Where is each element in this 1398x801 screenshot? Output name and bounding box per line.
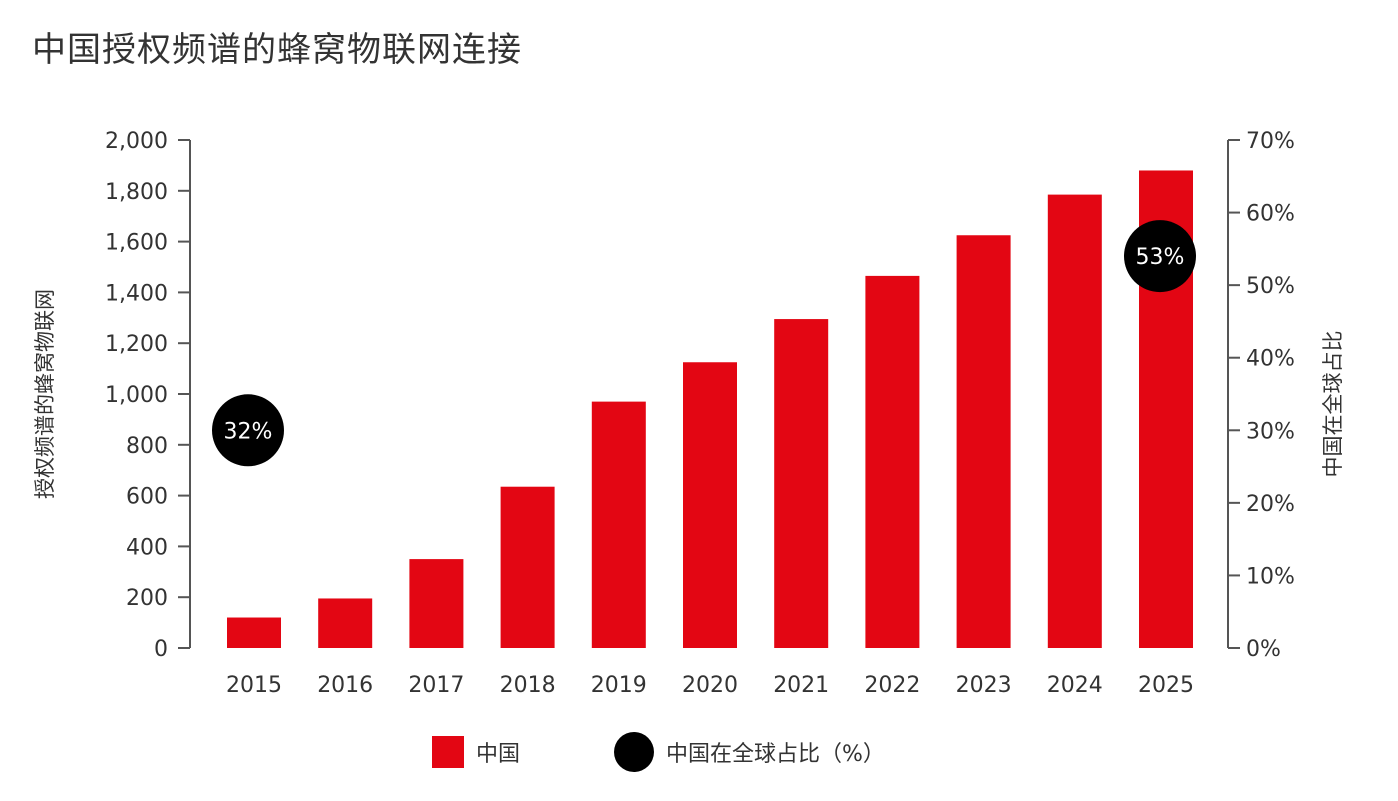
bar-2016 [318,598,373,648]
x-tick-label-2018: 2018 [500,673,556,698]
y-tick-label-right-60: 60% [1246,202,1295,227]
bar-2018 [500,486,555,648]
y-tick-label-left-1000: 1,000 [105,383,168,408]
y-tick-label-left-400: 400 [126,535,168,560]
y-tick-label-left-1200: 1,200 [105,332,168,357]
y-tick-label-left-1800: 1,800 [105,180,168,205]
y-tick-label-right-50: 50% [1246,274,1295,299]
x-tick-label-2025: 2025 [1138,673,1194,698]
bar-2017 [409,559,464,648]
legend-item-global-share: 中国在全球占比（%） [614,732,885,772]
y-tick-label-left-2000: 2,000 [105,129,168,154]
bar-2019 [591,401,646,648]
bar-2015 [227,617,281,648]
y-axis-left-title: 授权频谱的蜂窝物联网 [33,289,57,499]
legend-label-global-share: 中国在全球占比（%） [666,742,885,767]
bar-2023 [956,235,1011,648]
x-tick-label-2017: 2017 [408,673,464,698]
y-tick-label-left-600: 600 [126,485,168,510]
bar-2020 [683,362,737,648]
y-tick-label-left-0: 0 [154,637,168,662]
share-point-label-2015: 32% [224,419,273,444]
page-title: 中国授权频谱的蜂窝物联网连接 [32,30,522,70]
x-tick-label-2022: 2022 [864,673,920,698]
legend: 中国 中国在全球占比（%） [432,730,885,774]
bar-2024 [1047,194,1102,649]
x-tick-label-2019: 2019 [591,673,647,698]
y-tick-label-right-0: 0% [1246,637,1281,662]
y-tick-label-left-1400: 1,400 [105,281,168,306]
legend-label-china: 中国 [476,742,521,767]
y-tick-label-right-70: 70% [1246,129,1295,154]
y-tick-label-right-10: 10% [1246,564,1295,589]
x-tick-label-2023: 2023 [956,673,1012,698]
x-tick-label-2020: 2020 [682,673,738,698]
x-tick-label-2015: 2015 [226,673,282,698]
y-tick-label-left-800: 800 [126,434,168,459]
y-axis-right-title: 中国在全球占比 [1321,331,1345,478]
legend-item-china: 中国 [432,736,520,768]
x-tick-label-2016: 2016 [317,673,373,698]
y-tick-label-left-200: 200 [126,586,168,611]
y-tick-label-right-30: 30% [1246,419,1295,444]
share-point-2025 [1124,220,1196,293]
legend-bar-swatch [432,736,464,768]
bar-2022 [865,275,920,648]
y-tick-label-right-40: 40% [1246,347,1295,372]
share-point-label-2025: 53% [1136,245,1185,270]
x-tick-label-2021: 2021 [773,673,829,698]
bar-2021 [774,319,829,648]
y-tick-label-left-1600: 1,600 [105,231,168,256]
legend-dot-swatch [614,732,655,772]
y-tick-label-right-20: 20% [1246,492,1295,517]
x-tick-label-2024: 2024 [1047,673,1103,698]
share-point-2015 [212,394,284,467]
